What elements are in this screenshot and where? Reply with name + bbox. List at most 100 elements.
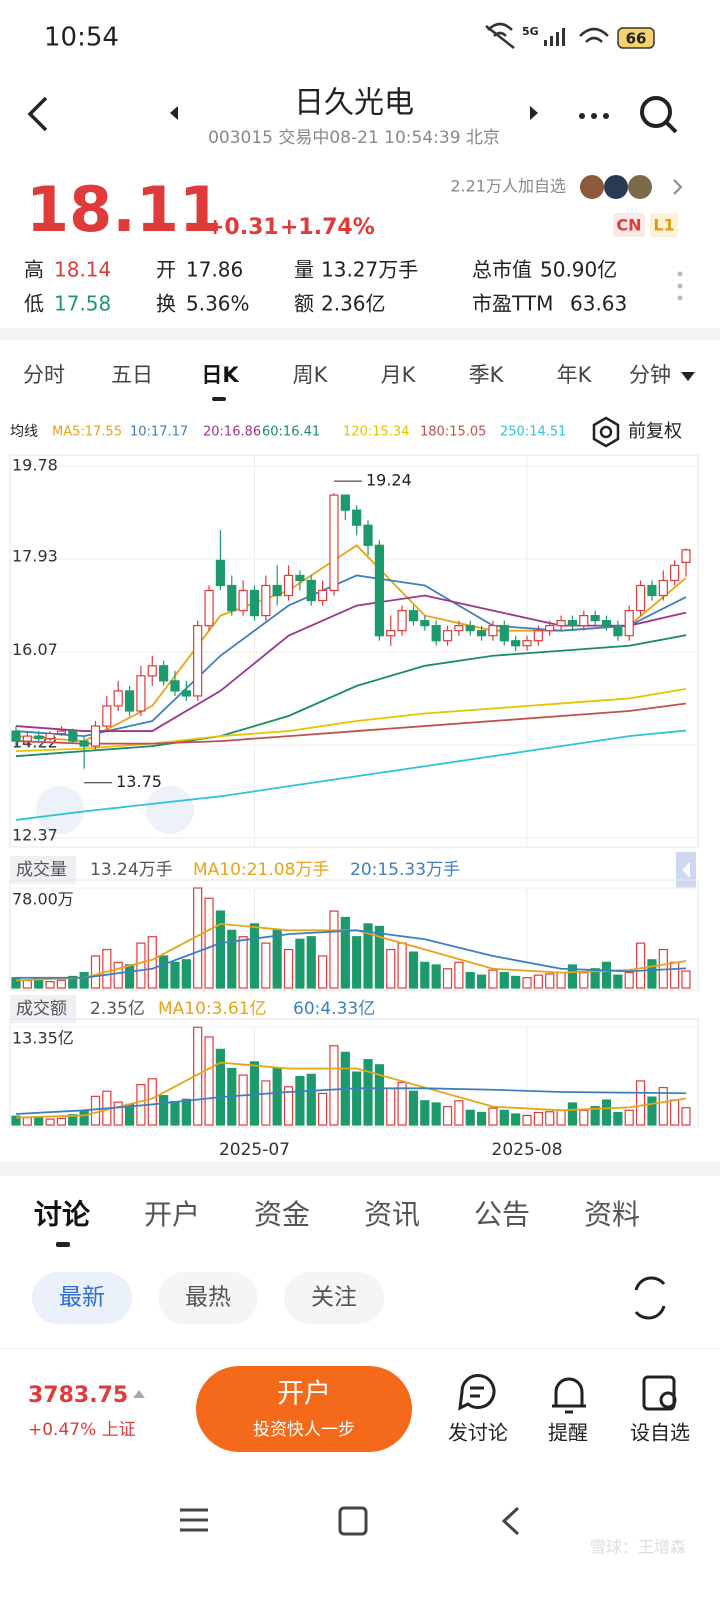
y-tick-label: 19.78 xyxy=(12,456,58,475)
badge: CN xyxy=(616,216,641,235)
stat-value: 17.58 xyxy=(54,292,111,316)
volume-bar xyxy=(408,951,419,989)
volume-bar xyxy=(306,936,316,989)
candle-body xyxy=(374,544,384,637)
amount-bar xyxy=(511,1113,521,1126)
volume-bar xyxy=(590,968,600,989)
candle-body xyxy=(45,732,55,740)
amount-bar xyxy=(295,1075,305,1126)
amount-bar xyxy=(170,1100,180,1126)
candle-body xyxy=(499,625,509,642)
ma-legend: MA5:17.55 xyxy=(52,425,122,440)
chart-frame xyxy=(9,454,699,848)
volume-bar xyxy=(238,936,248,989)
content-tab: 资料 xyxy=(584,1198,640,1231)
amount-bar xyxy=(420,1100,430,1126)
volume-bar xyxy=(68,975,78,989)
volume-bar xyxy=(204,897,214,989)
battery-level: 66 xyxy=(626,30,647,48)
amount-bar xyxy=(488,1107,498,1126)
period-tab: 月K xyxy=(381,363,417,387)
candle-body xyxy=(340,494,350,511)
candle-body xyxy=(272,584,282,597)
candle-body xyxy=(124,690,135,712)
amount-bar xyxy=(204,1036,214,1126)
panel-label: 20:15.33万手 xyxy=(350,860,460,880)
volume-bar xyxy=(90,955,101,989)
volume-bar xyxy=(159,955,169,989)
open-account-label: 开户 xyxy=(277,1379,331,1410)
back-button[interactable] xyxy=(27,96,48,132)
volume-bar xyxy=(420,961,430,989)
amount-bar xyxy=(647,1096,657,1126)
open-account-button[interactable] xyxy=(196,1366,412,1452)
candle-body xyxy=(352,509,362,526)
volume-bar xyxy=(215,910,226,989)
y-tick-label: 17.93 xyxy=(12,546,58,565)
amount-bar xyxy=(22,1117,32,1126)
amount-bar xyxy=(635,1080,646,1126)
amount-bar xyxy=(601,1099,612,1126)
candle-body xyxy=(136,675,146,712)
zoom-button[interactable] xyxy=(146,786,194,834)
candle-body xyxy=(556,620,566,627)
candle-body xyxy=(476,630,487,637)
y-tick-label: 13.35亿 xyxy=(12,1029,74,1048)
candle-body xyxy=(238,589,248,612)
candle-body xyxy=(193,625,203,697)
adjust-icon[interactable] xyxy=(592,416,620,448)
candle-body xyxy=(635,584,646,612)
amount-bar xyxy=(408,1090,419,1126)
amount-bar xyxy=(522,1114,532,1126)
candle-body xyxy=(215,559,226,587)
volume-bar xyxy=(397,942,407,989)
stats-more[interactable] xyxy=(677,271,683,301)
candle-body xyxy=(545,625,555,632)
panel-label: MA10:3.61亿 xyxy=(158,999,267,1019)
next-stock[interactable] xyxy=(530,106,538,120)
stock-name: 日久光电 xyxy=(294,86,414,121)
nav-bar[interactable] xyxy=(180,1506,520,1536)
stat-label: 低 xyxy=(24,292,44,316)
volume-bar xyxy=(147,936,157,989)
volume-bar xyxy=(465,972,475,989)
volume-bar xyxy=(556,972,566,989)
amount-bar xyxy=(238,1074,248,1126)
volume-bar xyxy=(340,916,350,989)
badge-bg xyxy=(650,213,678,237)
amount-bar xyxy=(215,1048,226,1126)
refresh-button[interactable] xyxy=(634,1276,666,1320)
ma-line xyxy=(15,1087,687,1115)
followers-arrow[interactable] xyxy=(673,179,683,195)
amount-bar xyxy=(306,1073,316,1126)
candle-body xyxy=(397,609,407,632)
amount-bar xyxy=(181,1098,191,1126)
dropdown-arrow[interactable] xyxy=(681,372,695,381)
ma-legend: 60:16.41 xyxy=(262,425,320,440)
volume-bar xyxy=(545,973,555,989)
expand-button[interactable] xyxy=(36,786,84,834)
ma-legend: 180:15.05 xyxy=(420,425,486,440)
amount-bar xyxy=(613,1111,623,1126)
volume-bar xyxy=(22,979,32,989)
volume-bar xyxy=(431,964,441,989)
stat-value: 2.36亿 xyxy=(321,292,386,316)
volume-bar xyxy=(613,974,623,989)
volume-bar xyxy=(295,938,305,989)
volume-bar xyxy=(102,948,112,989)
candle-body xyxy=(113,690,123,707)
legend-title: 均线 xyxy=(10,424,38,440)
volume-bar xyxy=(227,929,237,989)
amount-bar xyxy=(397,1081,407,1126)
action-icons xyxy=(458,1374,677,1414)
stock-subtitle: 003015 交易中08-21 10:54:39 北京 xyxy=(208,128,500,148)
search-button[interactable] xyxy=(640,96,678,134)
candle-body xyxy=(579,615,589,627)
avatars xyxy=(580,175,652,199)
y-tick-label: 12.37 xyxy=(12,826,58,845)
prev-stock[interactable] xyxy=(170,106,178,120)
volume-bar xyxy=(670,961,680,989)
ma-line xyxy=(15,702,687,745)
more-button[interactable] xyxy=(579,113,609,119)
